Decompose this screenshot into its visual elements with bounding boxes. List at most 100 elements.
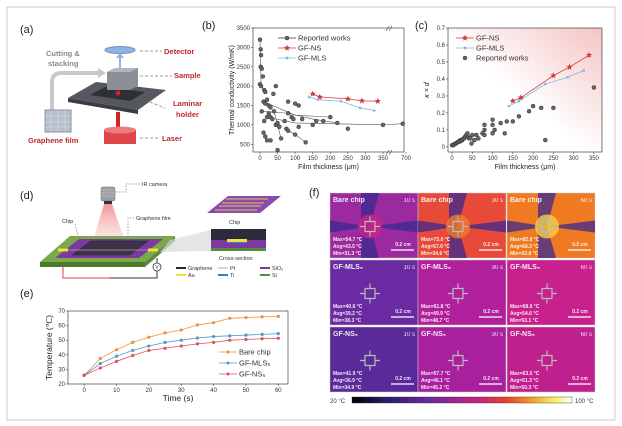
legend-marker <box>226 372 230 376</box>
series-gf-mls: GF-MLS <box>278 54 376 112</box>
y-tick-label: 500 <box>240 142 251 148</box>
legend-label: GF-MLS <box>476 44 504 53</box>
y-tick-label: 2500 <box>237 65 251 71</box>
x-tick-label: 200 <box>528 156 539 162</box>
graphene-film-label: Graphene film <box>136 216 171 222</box>
sample-icon <box>107 68 138 90</box>
series-gf-mls: GF-MLS <box>456 44 586 108</box>
avg-temp: Avg=36.9 °C <box>333 378 362 384</box>
heater-cross-icon <box>448 216 468 237</box>
data-point <box>374 97 381 104</box>
time-label: 30 s <box>492 332 503 338</box>
legend-label: Reported works <box>476 54 529 63</box>
data-point <box>278 136 284 141</box>
data-point <box>147 348 151 353</box>
max-temp: Max=73.0 °C <box>421 237 451 243</box>
arrow-head <box>98 68 106 78</box>
max-temp: Max=82.8 °C <box>510 237 540 243</box>
camera-ribs <box>101 189 115 197</box>
legend-marker <box>283 44 291 51</box>
sample-title: GF-MLS₅ <box>510 264 540 271</box>
x-tick-label: 300 <box>360 156 371 162</box>
data-point <box>163 331 167 335</box>
panel-label-a: (a) <box>20 24 33 36</box>
legend-label: Ti <box>230 273 234 279</box>
circuit-wire-dark <box>110 258 158 279</box>
heater-cross-icon <box>360 350 380 371</box>
data-point <box>335 120 340 126</box>
graphene-film-label: Graphene film <box>28 136 79 145</box>
data-point <box>264 97 270 102</box>
x-tick-label: 100 <box>488 156 499 162</box>
y-tick-label: 1000 <box>237 123 251 129</box>
y-tick-label: 50 <box>58 338 65 344</box>
scale-bar-label: 0.2 cm <box>483 242 499 248</box>
legend-label: GF-NS <box>476 34 499 43</box>
data-point <box>260 337 264 341</box>
data-point <box>543 137 548 143</box>
trend-line <box>263 101 331 118</box>
y-tick-label: 2000 <box>237 84 251 90</box>
time-label: 30 s <box>492 265 503 271</box>
data-point <box>263 89 268 95</box>
scale-bar-label: 0.2 cm <box>483 309 499 315</box>
x-axis-label: Film thickness (μm) <box>298 164 359 171</box>
min-temp: Min=34.6 °C <box>421 251 450 257</box>
legend-marker <box>226 350 230 354</box>
scale-bar-label: 0.2 cm <box>572 376 588 382</box>
y-tick-label: 1500 <box>237 104 251 110</box>
data-point <box>276 332 280 336</box>
legend-marker <box>463 46 467 50</box>
max-temp: Max=61.8 °C <box>421 304 451 310</box>
x-tick-label: 250 <box>548 156 559 162</box>
data-point <box>271 91 276 97</box>
data-point <box>98 356 102 361</box>
heater-cross-icon <box>448 283 468 304</box>
leader-lines <box>140 50 172 139</box>
data-point <box>474 132 479 138</box>
min-temp: Min=33.8 °C <box>510 251 539 257</box>
x-tick-label: 30 <box>178 388 185 394</box>
data-point <box>526 109 532 114</box>
x-tick-label: 100 <box>290 156 301 162</box>
legend-label: GF-NS <box>298 44 321 53</box>
thermal-image <box>506 326 596 393</box>
x-tick-label: 40 <box>210 388 217 394</box>
data-point <box>179 338 183 342</box>
x-tick-label: 10 <box>113 388 120 394</box>
data-point <box>309 90 316 97</box>
data-point <box>314 118 319 124</box>
data-point <box>268 138 273 143</box>
legend-label: Pt <box>230 266 236 272</box>
hot-spot <box>358 214 382 239</box>
data-point <box>566 75 569 79</box>
data-point <box>591 85 597 90</box>
holder-side <box>68 98 138 114</box>
x-tick-label: 350 <box>378 156 389 162</box>
series-gf-mls-: GF-MLS₅ <box>82 332 280 377</box>
x-tick-label: 60 <box>275 388 282 394</box>
axis-break-mark <box>385 149 393 156</box>
data-point <box>344 95 351 102</box>
data-point <box>211 340 216 344</box>
data-point <box>507 104 511 108</box>
holder-label: holder <box>176 110 199 119</box>
chart-b: 0 50 100 150 200 250 300 350 700 500 1000 1500 2000 2… <box>229 25 412 171</box>
x-tick-label: 0 <box>450 156 454 162</box>
data-point <box>339 99 343 103</box>
min-temp: Min=50.3 °C <box>510 385 539 391</box>
y-tick-label: 40 <box>58 353 65 359</box>
data-point <box>131 348 135 353</box>
avg-temp: Avg=39.2 °C <box>333 311 362 317</box>
panel-label-e: (e) <box>20 288 33 300</box>
y-tick-label: 0.5 <box>437 60 446 66</box>
data-point <box>244 315 248 320</box>
data-point <box>543 82 547 86</box>
avg-temp: Avg=43.5 °C <box>333 244 362 250</box>
data-point <box>380 122 386 128</box>
